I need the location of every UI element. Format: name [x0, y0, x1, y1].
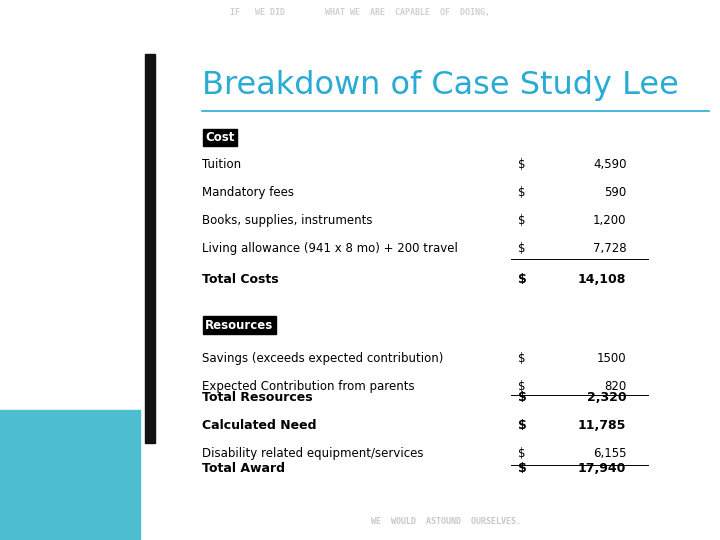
Text: 11,785: 11,785	[578, 419, 626, 432]
Text: IF   WE DID        WHAT WE  ARE  CAPABLE  OF  DOING,: IF WE DID WHAT WE ARE CAPABLE OF DOING,	[230, 8, 490, 17]
Bar	[0, 410, 140, 540]
Text: 17,940: 17,940	[578, 462, 626, 475]
Text: $: $	[518, 462, 527, 475]
Text: $: $	[518, 186, 526, 199]
Text: $: $	[518, 419, 527, 432]
Text: Expected Contribution from parents: Expected Contribution from parents	[202, 380, 414, 393]
Text: $: $	[518, 273, 527, 286]
Text: $: $	[518, 380, 526, 393]
Text: $: $	[518, 352, 526, 365]
Text: Savings (exceeds expected contribution): Savings (exceeds expected contribution)	[202, 352, 443, 365]
Text: 590: 590	[604, 186, 626, 199]
Text: Total Costs: Total Costs	[202, 273, 278, 286]
Text: Total Resources: Total Resources	[202, 391, 312, 404]
Text: Calculated Need: Calculated Need	[202, 419, 316, 432]
Text: Total Award: Total Award	[202, 462, 284, 475]
Text: 820: 820	[604, 380, 626, 393]
Text: Cost: Cost	[205, 131, 235, 144]
Text: 6,155: 6,155	[593, 447, 626, 460]
Text: $: $	[518, 447, 526, 460]
Text: 14,108: 14,108	[578, 273, 626, 286]
Text: Mandatory fees: Mandatory fees	[202, 186, 294, 199]
Text: Disability related equipment/services: Disability related equipment/services	[202, 447, 423, 460]
Text: 7,728: 7,728	[593, 242, 626, 255]
Text: Breakdown of Case Study Lee: Breakdown of Case Study Lee	[202, 70, 678, 101]
Text: $: $	[518, 242, 526, 255]
Text: Living allowance (941 x 8 mo) + 200 travel: Living allowance (941 x 8 mo) + 200 trav…	[202, 242, 457, 255]
Text: Tuition: Tuition	[202, 158, 240, 171]
Text: Resources: Resources	[205, 319, 274, 332]
Text: $: $	[518, 158, 526, 171]
Text: 1,200: 1,200	[593, 214, 626, 227]
Text: Books, supplies, instruments: Books, supplies, instruments	[202, 214, 372, 227]
Text: $: $	[518, 391, 527, 404]
Text: 2,320: 2,320	[587, 391, 626, 404]
Text: 4,590: 4,590	[593, 158, 626, 171]
Text: $: $	[518, 214, 526, 227]
Text: 1500: 1500	[597, 352, 626, 365]
Text: WE  WOULD  ASTOUND  OURSELVES.: WE WOULD ASTOUND OURSELVES.	[372, 517, 521, 526]
Bar	[145, 54, 155, 443]
